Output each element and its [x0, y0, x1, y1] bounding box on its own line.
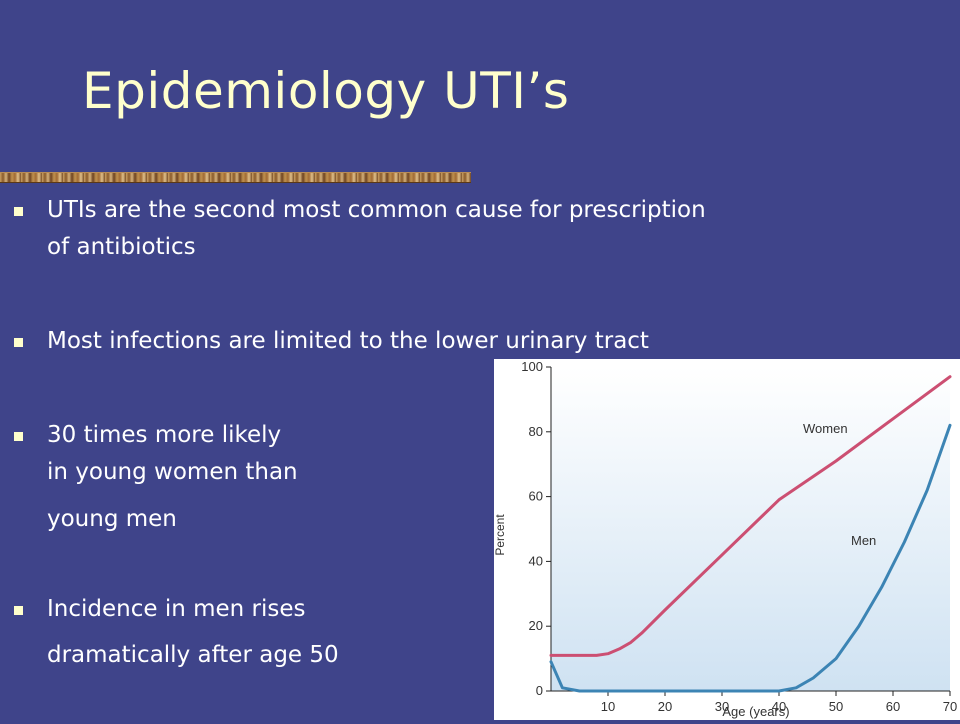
y-tick-label: 80: [529, 424, 543, 439]
bullet-line: UTIs are the second most common cause fo…: [47, 197, 706, 223]
x-tick-label: 10: [601, 699, 615, 714]
y-tick-label: 60: [529, 489, 543, 504]
bullet-line: of antibiotics: [47, 234, 196, 260]
y-axis-label: Percent: [494, 514, 507, 556]
series-label-women: Women: [803, 421, 848, 436]
x-tick-label: 50: [829, 699, 843, 714]
bullet-line: 30 times more likely: [47, 422, 282, 448]
y-ticks: 0 20 40 60 80 100: [521, 359, 551, 698]
y-tick-label: 20: [529, 618, 543, 633]
bullet-line: in young women than: [47, 459, 298, 485]
women-series-line: [549, 375, 952, 657]
y-tick-label: 100: [521, 359, 543, 374]
bullet-square-icon: [14, 432, 23, 441]
x-tick-label: 70: [943, 699, 957, 714]
series-group: [549, 375, 952, 693]
x-tick-label: 30: [715, 699, 729, 714]
x-tick-label: 60: [886, 699, 900, 714]
slide-title: Epidemiology UTI’s: [82, 62, 570, 120]
x-tick-label: 20: [658, 699, 672, 714]
x-ticks: 10 20 30 40 50 60 70: [601, 691, 957, 714]
series-label-men: Men: [851, 533, 876, 548]
y-tick-label: 0: [536, 683, 543, 698]
x-axis-label: Age (years): [722, 704, 789, 719]
bullet-square-icon: [14, 606, 23, 615]
men-series-line: [549, 423, 952, 693]
x-tick-label: 40: [772, 699, 786, 714]
bullet-line: young men: [47, 506, 177, 532]
y-tick-label: 40: [529, 553, 543, 568]
bullet-square-icon: [14, 338, 23, 347]
bullet-line: dramatically after age 50: [47, 642, 339, 668]
bullet-line: Incidence in men rises: [47, 596, 306, 622]
chart-panel: 0 20 40 60 80 100 10 20 30 40 50 60 70 Women Men Pe…: [493, 359, 960, 720]
incidence-chart: 0 20 40 60 80 100 10 20 30 40 50 60 70 Women Men Pe…: [493, 359, 957, 719]
title-divider: [0, 172, 471, 183]
bullet-square-icon: [14, 207, 23, 216]
bullet-line: Most infections are limited to the lower…: [47, 328, 649, 354]
